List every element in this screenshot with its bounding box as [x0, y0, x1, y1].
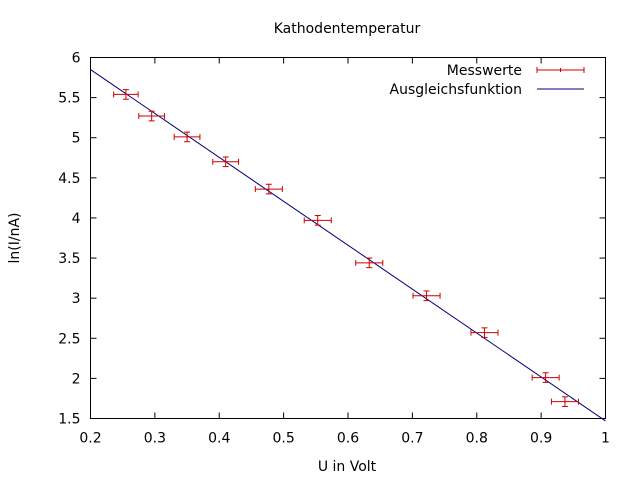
plot-frame: [90, 57, 606, 419]
data-point: [303, 215, 332, 226]
x-axis-label: U in Volt: [318, 459, 377, 475]
series-layer: [90, 69, 606, 422]
y-tick-label: 5.5: [58, 91, 80, 107]
data-point: [138, 110, 166, 122]
axis-ticks: 0.2 0.3 0.4 0.5 0.6 0.7 0.8 0.9 1 1.5 2 2.5 3 3.5 4 4.5…: [58, 51, 610, 447]
data-point: [113, 89, 139, 100]
legend-label-messwerte: Messwerte: [447, 63, 522, 79]
y-tick-label: 6: [72, 51, 81, 67]
data-point: [173, 131, 201, 143]
y-tick-label: 2: [72, 371, 81, 387]
legend-swatch-messwerte: [536, 67, 585, 73]
data-point: [531, 372, 560, 383]
data-point: [254, 183, 283, 195]
legend: Messwerte Ausgleichsfunktion: [390, 63, 585, 98]
y-tick-label: 3: [72, 291, 81, 307]
data-point: [412, 290, 441, 302]
data-point: [212, 156, 240, 168]
y-axis-label: ln(I/nA): [7, 213, 23, 264]
x-tick-label: 0.8: [466, 431, 488, 447]
x-tick-label: 1: [601, 431, 610, 447]
x-tick-label: 0.2: [79, 431, 101, 447]
y-tick-label: 5: [72, 131, 81, 147]
x-tick-label: 0.3: [144, 431, 166, 447]
y-tick-label: 4: [72, 211, 81, 227]
y-tick-label: 2.5: [58, 331, 80, 347]
fit-line: [90, 69, 606, 422]
x-tick-label: 0.7: [401, 431, 423, 447]
data-point: [470, 327, 499, 338]
x-tick-label: 0.6: [337, 431, 359, 447]
x-tick-label: 0.4: [208, 431, 230, 447]
y-tick-label: 3.5: [58, 251, 80, 267]
x-tick-label: 0.9: [530, 431, 552, 447]
y-tick-label: 4.5: [58, 171, 80, 187]
x-tick-label: 0.5: [272, 431, 294, 447]
data-point: [355, 257, 384, 269]
data-point: [550, 396, 579, 407]
chart-title: Kathodentemperatur: [274, 21, 421, 37]
legend-label-ausgleichsfunktion: Ausgleichsfunktion: [390, 82, 523, 98]
y-tick-label: 1.5: [58, 412, 80, 428]
